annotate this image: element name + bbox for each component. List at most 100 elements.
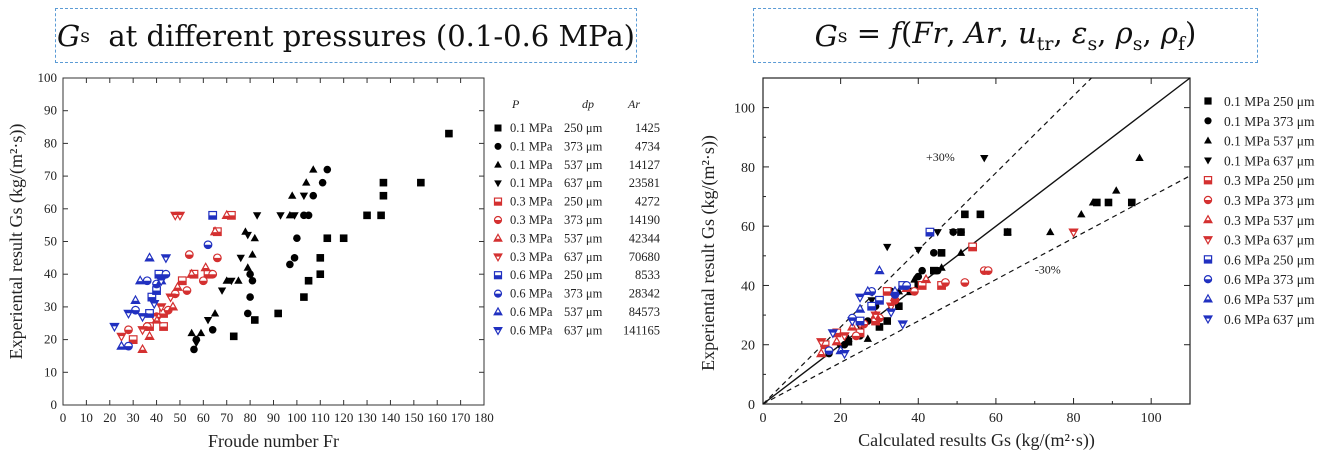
legend-header-p: P	[511, 97, 520, 111]
data-point-fill	[199, 280, 208, 285]
data-point	[883, 243, 892, 252]
data-point	[910, 275, 919, 283]
data-point	[243, 309, 252, 318]
data-point-fill	[157, 303, 166, 307]
y-tick-label: 40	[741, 279, 755, 294]
y-tick-label: 30	[44, 299, 57, 314]
legend-ar: 141165	[623, 323, 660, 337]
y-axis-label: Experiental result Gs (kg/(m²·s))	[6, 124, 27, 360]
legend-label: 0.6 MPa 537 μm	[1224, 292, 1315, 307]
data-point-fill	[871, 321, 880, 325]
legend-marker-fill	[1204, 220, 1212, 223]
data-point-fill	[159, 326, 168, 331]
legend-label: 0.3 MPa 250 μm	[1224, 173, 1315, 188]
annotation-minus30: -30%	[1035, 263, 1061, 277]
left-title-g-sub: s	[80, 24, 90, 47]
data-point-fill	[871, 312, 880, 315]
data-point-fill	[168, 307, 178, 310]
data-point	[933, 229, 942, 237]
legend-label: 0.3 MPa 637 μm	[1224, 233, 1315, 248]
data-point-fill	[171, 212, 180, 216]
data-point	[246, 293, 254, 301]
data-point	[290, 212, 299, 220]
legend-label: 0.3 MPa 537 μm	[1224, 213, 1315, 228]
legend-ar: 84573	[629, 305, 660, 319]
right-title-g-sub: s	[837, 24, 848, 47]
legend-dp: 373 μm	[564, 287, 603, 301]
legend-marker-fill	[494, 254, 502, 257]
data-point	[883, 317, 892, 325]
legend-p: 0.1 MPa	[510, 158, 553, 172]
data-point-fill	[124, 329, 133, 334]
right-title-eq: = f(Fr, Ar, utr, εs, ρs, ρf)	[847, 16, 1197, 55]
data-point-fill	[921, 279, 931, 283]
data-point	[1077, 209, 1086, 218]
data-point-fill	[117, 333, 126, 337]
data-point-fill	[961, 282, 969, 287]
data-point	[302, 178, 311, 186]
x-tick-label: 10	[80, 410, 93, 425]
data-point	[208, 325, 217, 334]
data-point-fill	[143, 280, 151, 285]
data-point-fill	[832, 332, 841, 337]
legend-marker	[494, 160, 502, 168]
data-point	[286, 260, 294, 269]
data-point-fill	[166, 294, 175, 297]
data-point-fill	[173, 287, 182, 291]
data-point	[299, 192, 309, 201]
data-point	[445, 129, 453, 138]
data-point-fill	[867, 306, 876, 310]
data-point-fill	[117, 346, 126, 350]
data-point	[379, 191, 388, 200]
legend-dp: 373 μm	[564, 213, 603, 227]
plot-frame	[762, 77, 1191, 405]
x-tick-label: 20	[103, 410, 116, 425]
legend-marker-fill	[1204, 315, 1212, 319]
data-point	[243, 231, 252, 240]
data-point-fill	[201, 268, 210, 271]
data-point	[1088, 198, 1098, 206]
data-point-fill	[208, 274, 217, 279]
data-point-fill	[890, 291, 900, 295]
data-point-fill	[848, 317, 857, 321]
data-point	[339, 234, 348, 243]
data-point-fill	[863, 291, 872, 295]
data-point	[234, 276, 243, 284]
legend-p: 0.1 MPa	[510, 176, 553, 190]
data-point-fill	[852, 335, 860, 340]
left-scatter-chart: 0 10 20 30 40 50 60 70 80 90 100 110 120 130 140 150 160…	[6, 70, 661, 451]
data-point	[248, 250, 257, 258]
data-point	[1127, 198, 1136, 207]
legend-ar: 1425	[635, 121, 660, 135]
x-axis-label: Calculated results Gs (kg/(m²·s))	[858, 430, 1095, 451]
legend-label: 0.1 MPa 537 μm	[1224, 134, 1315, 149]
data-point	[976, 210, 985, 219]
data-point	[914, 272, 923, 281]
legend-p: 0.6 MPa	[510, 287, 553, 301]
x-tick-label: 80	[1067, 411, 1081, 426]
legend-label: 0.1 MPa 637 μm	[1224, 153, 1315, 168]
legend-marker	[1204, 97, 1212, 105]
data-point	[210, 309, 220, 317]
data-point-fill	[208, 215, 217, 220]
annotation-plus30: +30%	[926, 150, 955, 164]
data-point-fill	[941, 282, 950, 287]
data-point	[1093, 198, 1101, 207]
data-point	[949, 229, 958, 237]
data-point-fill	[968, 246, 977, 251]
data-point-fill	[124, 310, 133, 314]
y-tick-label: 50	[44, 234, 57, 249]
data-point-fill	[145, 313, 154, 318]
data-point	[316, 254, 325, 262]
legend-marker-fill	[494, 275, 502, 279]
legend-p: 0.3 MPa	[510, 195, 553, 209]
legend-marker-fill	[494, 238, 502, 242]
legend-marker	[494, 124, 502, 132]
x-tick-label: 160	[427, 410, 447, 425]
data-point-fill	[890, 297, 900, 301]
y-tick-label: 0	[748, 398, 755, 413]
data-point-fill	[148, 297, 156, 301]
legend-marker	[1204, 136, 1212, 144]
data-point-fill	[187, 274, 196, 278]
